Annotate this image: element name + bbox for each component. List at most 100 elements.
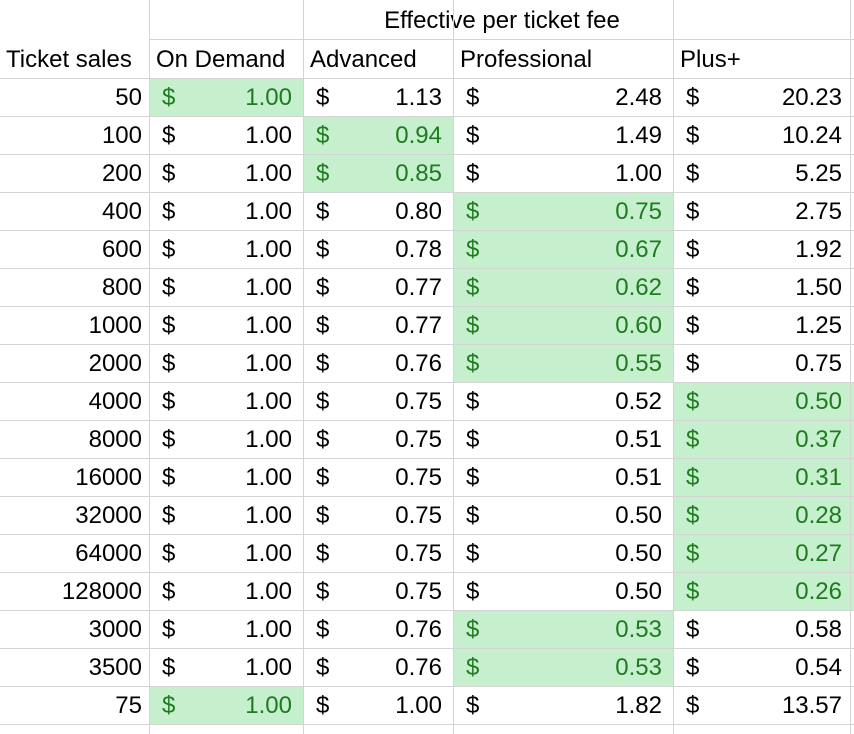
column-header-5[interactable]: Plus+: [674, 40, 854, 79]
fee-cell[interactable]: $1.00: [150, 497, 304, 535]
fee-cell[interactable]: $0.60: [454, 307, 674, 345]
fee-cell[interactable]: $0.52: [454, 383, 674, 421]
currency-symbol: $: [686, 578, 700, 605]
fee-cell[interactable]: $0.75: [454, 193, 674, 231]
ticket-sales-cell[interactable]: 8000: [0, 421, 150, 459]
fee-value: 13.57: [781, 692, 842, 719]
fee-cell[interactable]: $0.55: [454, 345, 674, 383]
fee-value: 1.00: [245, 540, 292, 567]
ticket-sales-cell[interactable]: 75: [0, 687, 150, 725]
ticket-sales-cell[interactable]: 64000: [0, 535, 150, 573]
fee-cell[interactable]: $0.85: [304, 155, 454, 193]
fee-cell[interactable]: $0.26: [674, 573, 854, 611]
fee-cell[interactable]: $0.51: [454, 421, 674, 459]
fee-cell[interactable]: $0.54: [674, 649, 854, 687]
ticket-sales-cell[interactable]: 1000: [0, 307, 150, 345]
fee-cell[interactable]: $0.37: [674, 421, 854, 459]
fee-cell[interactable]: $0.75: [674, 345, 854, 383]
grid-row-line: [0, 306, 854, 307]
fee-cell[interactable]: $1.13: [304, 79, 454, 117]
fee-cell[interactable]: $1.00: [304, 687, 454, 725]
fee-cell[interactable]: $2.75: [674, 193, 854, 231]
fee-cell[interactable]: $1.00: [150, 231, 304, 269]
currency-symbol: $: [316, 502, 330, 529]
fee-cell[interactable]: $0.78: [304, 231, 454, 269]
fee-cell[interactable]: $0.50: [454, 497, 674, 535]
fee-cell[interactable]: $0.75: [304, 459, 454, 497]
fee-cell[interactable]: $13.57: [674, 687, 854, 725]
ticket-sales-cell[interactable]: 16000: [0, 459, 150, 497]
fee-cell[interactable]: $0.62: [454, 269, 674, 307]
fee-cell[interactable]: $1.00: [150, 535, 304, 573]
ticket-sales-cell[interactable]: 50: [0, 79, 150, 117]
fee-cell[interactable]: $0.58: [674, 611, 854, 649]
fee-cell[interactable]: $0.77: [304, 269, 454, 307]
fee-cell[interactable]: $0.31: [674, 459, 854, 497]
fee-cell[interactable]: $0.94: [304, 117, 454, 155]
fee-cell[interactable]: $0.77: [304, 307, 454, 345]
ticket-sales-cell[interactable]: 3500: [0, 649, 150, 687]
fee-cell[interactable]: $0.75: [304, 383, 454, 421]
fee-cell[interactable]: $1.00: [150, 193, 304, 231]
fee-cell[interactable]: $1.00: [150, 649, 304, 687]
fee-cell[interactable]: $0.76: [304, 649, 454, 687]
fee-cell[interactable]: $1.00: [150, 573, 304, 611]
fee-cell[interactable]: $1.00: [150, 421, 304, 459]
ticket-sales-cell[interactable]: 600: [0, 231, 150, 269]
fee-cell[interactable]: $0.50: [674, 383, 854, 421]
ticket-sales-cell[interactable]: 100: [0, 117, 150, 155]
fee-cell[interactable]: $1.00: [150, 611, 304, 649]
fee-value: 0.52: [615, 388, 662, 415]
fee-cell[interactable]: $0.53: [454, 649, 674, 687]
ticket-sales-cell[interactable]: 128000: [0, 573, 150, 611]
ticket-sales-cell[interactable]: 200: [0, 155, 150, 193]
fee-cell[interactable]: $0.27: [674, 535, 854, 573]
fee-value: 5.25: [795, 160, 842, 187]
fee-cell[interactable]: $0.76: [304, 345, 454, 383]
fee-cell[interactable]: $0.75: [304, 421, 454, 459]
fee-cell[interactable]: $0.50: [454, 573, 674, 611]
fee-cell[interactable]: $1.00: [150, 687, 304, 725]
fee-cell[interactable]: $1.00: [150, 269, 304, 307]
column-header-1[interactable]: Ticket sales: [0, 40, 150, 79]
fee-cell[interactable]: $0.53: [454, 611, 674, 649]
fee-cell[interactable]: $0.28: [674, 497, 854, 535]
ticket-sales-cell[interactable]: 32000: [0, 497, 150, 535]
fee-cell[interactable]: $1.00: [454, 155, 674, 193]
fee-cell[interactable]: $0.76: [304, 611, 454, 649]
fee-cell[interactable]: $1.00: [150, 307, 304, 345]
ticket-sales-cell[interactable]: 2000: [0, 345, 150, 383]
fee-cell[interactable]: $1.00: [150, 383, 304, 421]
fee-cell[interactable]: $5.25: [674, 155, 854, 193]
fee-cell[interactable]: $0.75: [304, 497, 454, 535]
fee-cell[interactable]: $10.24: [674, 117, 854, 155]
fee-cell[interactable]: $1.49: [454, 117, 674, 155]
ticket-sales-cell[interactable]: 400: [0, 193, 150, 231]
fee-cell[interactable]: $20.23: [674, 79, 854, 117]
fee-cell[interactable]: $1.00: [150, 155, 304, 193]
fee-cell[interactable]: $1.00: [150, 345, 304, 383]
fee-cell[interactable]: $0.67: [454, 231, 674, 269]
ticket-sales-cell[interactable]: 4000: [0, 383, 150, 421]
fee-cell[interactable]: $1.50: [674, 269, 854, 307]
fee-cell[interactable]: $2.48: [454, 79, 674, 117]
fee-cell[interactable]: $1.00: [150, 117, 304, 155]
column-header-3[interactable]: Advanced: [304, 40, 454, 79]
super-header-cell[interactable]: Effective per ticket fee: [150, 0, 854, 40]
fee-cell[interactable]: $0.75: [304, 535, 454, 573]
column-header-2[interactable]: On Demand: [150, 40, 304, 79]
column-header-4[interactable]: Professional: [454, 40, 674, 79]
fee-cell[interactable]: $0.75: [304, 573, 454, 611]
fee-cell[interactable]: $1.25: [674, 307, 854, 345]
fee-value: 0.31: [795, 464, 842, 491]
ticket-sales-value: 800: [101, 274, 142, 301]
fee-cell[interactable]: $0.51: [454, 459, 674, 497]
ticket-sales-cell[interactable]: 3000: [0, 611, 150, 649]
fee-cell[interactable]: $1.00: [150, 459, 304, 497]
fee-cell[interactable]: $0.50: [454, 535, 674, 573]
fee-cell[interactable]: $1.00: [150, 79, 304, 117]
fee-cell[interactable]: $0.80: [304, 193, 454, 231]
fee-cell[interactable]: $1.82: [454, 687, 674, 725]
ticket-sales-cell[interactable]: 800: [0, 269, 150, 307]
fee-cell[interactable]: $1.92: [674, 231, 854, 269]
